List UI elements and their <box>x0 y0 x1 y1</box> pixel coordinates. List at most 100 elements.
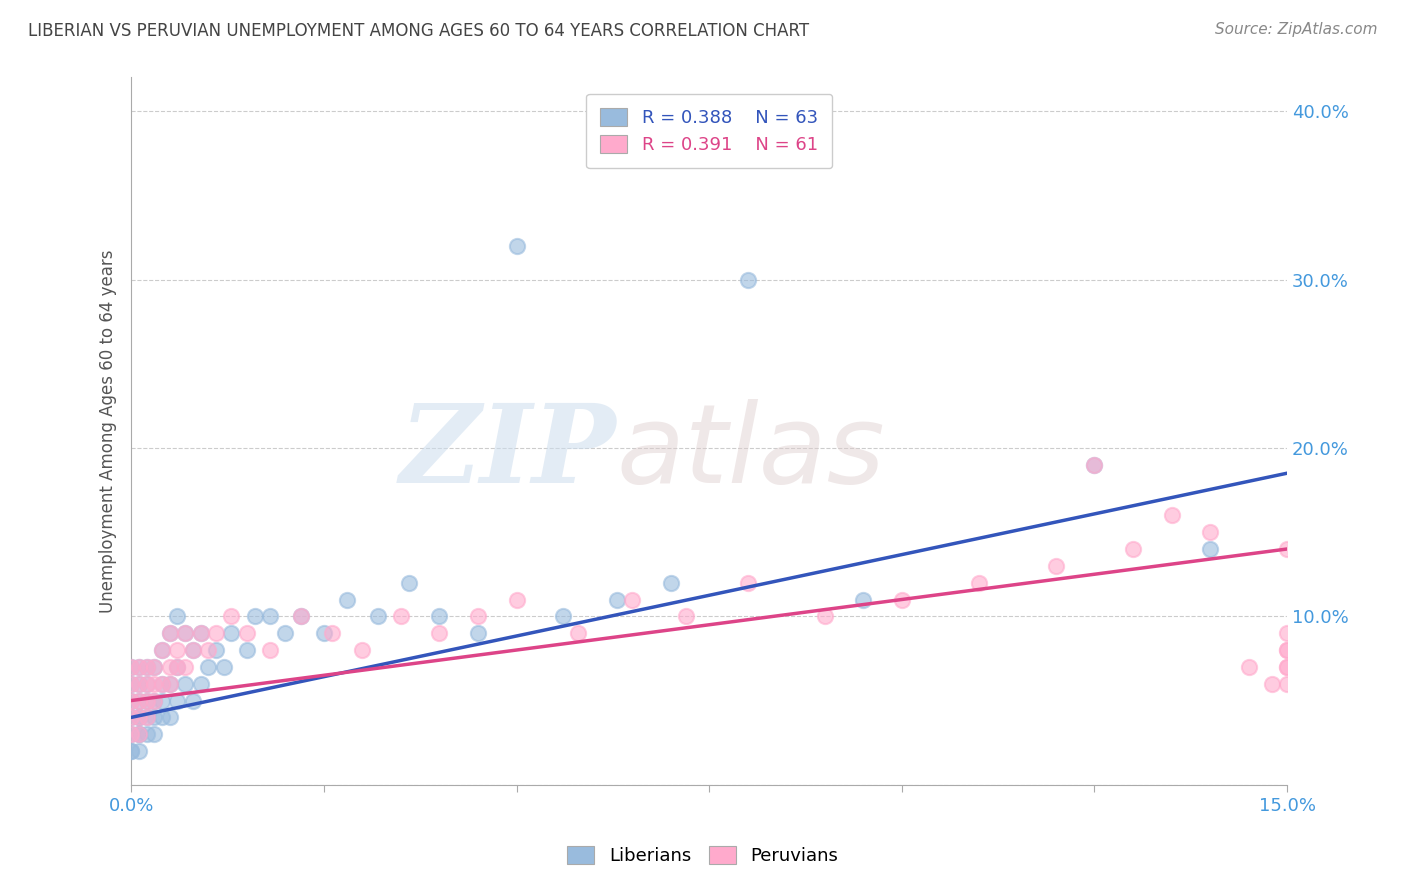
Point <box>814 609 837 624</box>
Point <box>1199 525 1222 540</box>
Point <box>236 626 259 640</box>
Point <box>166 660 188 674</box>
Point <box>159 676 181 690</box>
Point <box>429 609 451 624</box>
Point <box>174 626 197 640</box>
Point <box>135 676 157 690</box>
Point <box>398 575 420 590</box>
Point <box>1160 508 1182 523</box>
Point <box>135 693 157 707</box>
Point <box>150 676 173 690</box>
Point <box>1083 458 1105 472</box>
Point <box>467 609 489 624</box>
Point <box>128 693 150 707</box>
Point <box>128 676 150 690</box>
Text: ZIP: ZIP <box>401 399 617 506</box>
Point <box>737 272 759 286</box>
Point <box>243 609 266 624</box>
Point <box>1199 541 1222 556</box>
Point <box>1275 660 1298 674</box>
Point <box>567 626 589 640</box>
Point <box>159 660 181 674</box>
Point <box>1045 558 1067 573</box>
Y-axis label: Unemployment Among Ages 60 to 64 years: Unemployment Among Ages 60 to 64 years <box>100 250 117 613</box>
Point <box>236 643 259 657</box>
Point <box>352 643 374 657</box>
Point <box>128 710 150 724</box>
Point <box>143 693 166 707</box>
Point <box>174 660 197 674</box>
Point <box>274 626 297 640</box>
Point <box>551 609 574 624</box>
Point <box>135 676 157 690</box>
Point <box>290 609 312 624</box>
Point <box>890 592 912 607</box>
Point <box>659 575 682 590</box>
Point <box>190 626 212 640</box>
Point <box>166 693 188 707</box>
Legend: R = 0.388    N = 63, R = 0.391    N = 61: R = 0.388 N = 63, R = 0.391 N = 61 <box>586 94 832 169</box>
Point <box>181 693 204 707</box>
Point <box>205 643 228 657</box>
Point <box>120 710 142 724</box>
Point <box>159 626 181 640</box>
Point <box>120 676 142 690</box>
Text: atlas: atlas <box>617 399 886 506</box>
Point <box>150 710 173 724</box>
Text: LIBERIAN VS PERUVIAN UNEMPLOYMENT AMONG AGES 60 TO 64 YEARS CORRELATION CHART: LIBERIAN VS PERUVIAN UNEMPLOYMENT AMONG … <box>28 22 810 40</box>
Point <box>259 609 281 624</box>
Point <box>737 575 759 590</box>
Point <box>159 626 181 640</box>
Point <box>143 693 166 707</box>
Point <box>221 609 243 624</box>
Point <box>181 643 204 657</box>
Point <box>150 643 173 657</box>
Point <box>159 710 181 724</box>
Point <box>143 710 166 724</box>
Point <box>143 660 166 674</box>
Point <box>128 744 150 758</box>
Point <box>128 710 150 724</box>
Point <box>505 239 527 253</box>
Point <box>135 660 157 674</box>
Point <box>221 626 243 640</box>
Point <box>120 660 142 674</box>
Legend: Liberians, Peruvians: Liberians, Peruvians <box>558 837 848 874</box>
Point <box>120 744 142 758</box>
Point <box>120 727 142 741</box>
Point <box>606 592 628 607</box>
Point <box>967 575 990 590</box>
Point <box>143 676 166 690</box>
Point <box>1237 660 1260 674</box>
Point <box>120 660 142 674</box>
Point <box>135 693 157 707</box>
Point <box>290 609 312 624</box>
Point <box>120 693 142 707</box>
Point <box>197 643 219 657</box>
Point <box>212 660 235 674</box>
Point <box>135 710 157 724</box>
Point <box>181 643 204 657</box>
Point <box>128 676 150 690</box>
Point <box>120 727 142 741</box>
Point <box>135 660 157 674</box>
Point <box>128 727 150 741</box>
Point <box>166 660 188 674</box>
Point <box>150 643 173 657</box>
Point <box>128 660 150 674</box>
Point <box>1275 643 1298 657</box>
Point <box>166 609 188 624</box>
Point <box>190 626 212 640</box>
Point <box>852 592 875 607</box>
Point <box>190 676 212 690</box>
Point <box>174 626 197 640</box>
Point <box>336 592 359 607</box>
Point <box>150 676 173 690</box>
Point <box>135 727 157 741</box>
Point <box>1275 541 1298 556</box>
Point <box>128 727 150 741</box>
Point <box>1275 643 1298 657</box>
Point <box>429 626 451 640</box>
Point <box>389 609 412 624</box>
Point <box>321 626 343 640</box>
